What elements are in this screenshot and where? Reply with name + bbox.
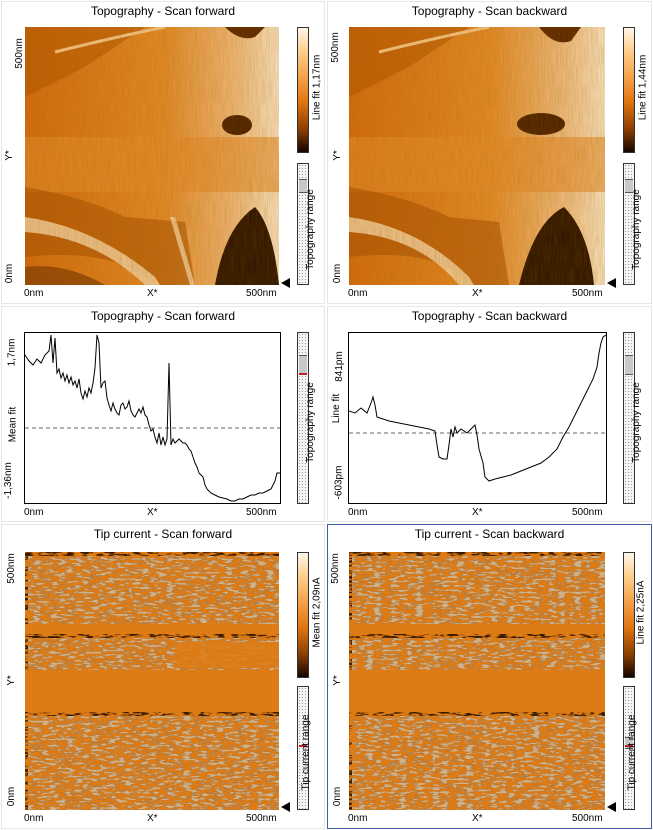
x-axis-label: X* (472, 288, 483, 299)
x-max-label: 500nm (246, 507, 277, 518)
topography-backward-image[interactable] (349, 27, 605, 285)
y-min-label: 0nm (6, 786, 18, 807)
colorbar-label: Mean fit 2,09nA (311, 577, 323, 648)
colorbar-label: Line fit 1,17nm (311, 54, 323, 121)
colorbar (297, 552, 309, 678)
scan-line-marker-icon[interactable] (281, 802, 290, 812)
panel-topography-forward[interactable]: Topography - Scan forward 500nm Y* 0nm 0 (1, 1, 325, 304)
line-profile-forward-plot[interactable] (24, 332, 281, 504)
y-max-label: 1,7nm (6, 338, 18, 367)
panel-title: Topography - Scan backward (411, 309, 568, 323)
range-label: Tip current range (300, 714, 312, 791)
range-label: Tip current range (626, 714, 638, 791)
y-min-label: 0nm (332, 263, 344, 284)
x-axis-label: X* (147, 507, 158, 518)
x-axis-label: X* (147, 813, 158, 824)
scan-line-marker-icon[interactable] (607, 802, 616, 812)
y-axis-label: Y* (5, 675, 17, 686)
topography-forward-image[interactable] (25, 27, 279, 285)
range-label: Topography range (304, 189, 316, 270)
y-axis-label: Y* (331, 150, 343, 161)
x-min-label: 0nm (24, 288, 44, 299)
range-marker (299, 745, 307, 747)
range-slider-handle[interactable] (299, 355, 307, 375)
range-slider[interactable] (623, 686, 635, 810)
panel-tip-current-forward[interactable]: Tip current - Scan forward (1, 524, 325, 829)
range-slider[interactable] (623, 163, 635, 285)
range-slider[interactable] (297, 332, 309, 504)
x-min-label: 0nm (24, 813, 44, 824)
x-min-label: 0nm (348, 813, 368, 824)
panel-tip-current-backward[interactable]: Tip current - Scan backward (327, 524, 652, 829)
range-slider-handle[interactable] (625, 355, 633, 375)
y-min-label: 0nm (4, 263, 16, 284)
range-slider[interactable] (297, 163, 309, 285)
panel-title: Topography - Scan forward (90, 4, 236, 18)
range-slider-handle[interactable] (299, 179, 307, 193)
scan-line-marker-icon[interactable] (607, 278, 616, 288)
line-profile-backward-plot[interactable] (348, 332, 607, 504)
range-slider[interactable] (623, 332, 635, 504)
scan-line-marker-icon[interactable] (281, 278, 290, 288)
range-slider[interactable] (297, 686, 309, 810)
y-max-label: 841pm (333, 351, 345, 382)
panel-title: Topography - Scan forward (90, 309, 236, 323)
range-marker (299, 373, 307, 375)
y-axis-label: Line fit (331, 393, 343, 424)
range-marker (625, 745, 633, 747)
colorbar (623, 27, 635, 153)
x-max-label: 500nm (572, 288, 603, 299)
range-label: Topography range (304, 382, 316, 463)
x-min-label: 0nm (348, 507, 368, 518)
y-min-label: -603pm (333, 465, 345, 500)
range-label: Topography range (630, 382, 642, 463)
y-axis-label: Y* (3, 150, 15, 161)
x-min-label: 0nm (24, 507, 44, 518)
x-max-label: 500nm (572, 507, 603, 518)
x-max-label: 500nm (246, 288, 277, 299)
x-min-label: 0nm (348, 288, 368, 299)
y-max-label: 500nm (329, 32, 341, 63)
y-axis-label: Mean fit (7, 406, 19, 443)
colorbar-label: Line fit 2,25nA (635, 580, 647, 645)
panel-title: Topography - Scan backward (411, 4, 568, 18)
y-max-label: 500nm (5, 553, 17, 584)
x-axis-label: X* (472, 507, 483, 518)
colorbar (297, 27, 309, 153)
panel-title: Tip current - Scan forward (93, 527, 233, 541)
range-label: Topography range (630, 189, 642, 270)
tip-current-forward-image[interactable] (25, 552, 279, 810)
panel-title: Tip current - Scan backward (414, 527, 565, 541)
y-min-label: 0nm (332, 786, 344, 807)
x-axis-label: X* (147, 288, 158, 299)
y-min-label: -1,36nm (2, 462, 14, 499)
colorbar (623, 552, 635, 678)
colorbar-label: Line fit 1,44nm (637, 54, 649, 121)
range-slider-handle[interactable] (625, 179, 633, 193)
x-max-label: 500nm (572, 813, 603, 824)
y-axis-label: Y* (331, 675, 343, 686)
tip-current-backward-image[interactable] (349, 552, 605, 810)
x-max-label: 500nm (246, 813, 277, 824)
panel-line-profile-backward[interactable]: Topography - Scan backward 841pm Line fi… (327, 306, 652, 522)
panel-topography-backward[interactable]: Topography - Scan backward 500nm Y* 0nm … (327, 1, 652, 304)
range-slider-handle[interactable] (625, 737, 633, 749)
y-max-label: 500nm (329, 553, 341, 584)
y-max-label: 500nm (13, 38, 25, 69)
panel-line-profile-forward[interactable]: Topography - Scan forward 1,7nm Mean fit… (1, 306, 325, 522)
x-axis-label: X* (472, 813, 483, 824)
